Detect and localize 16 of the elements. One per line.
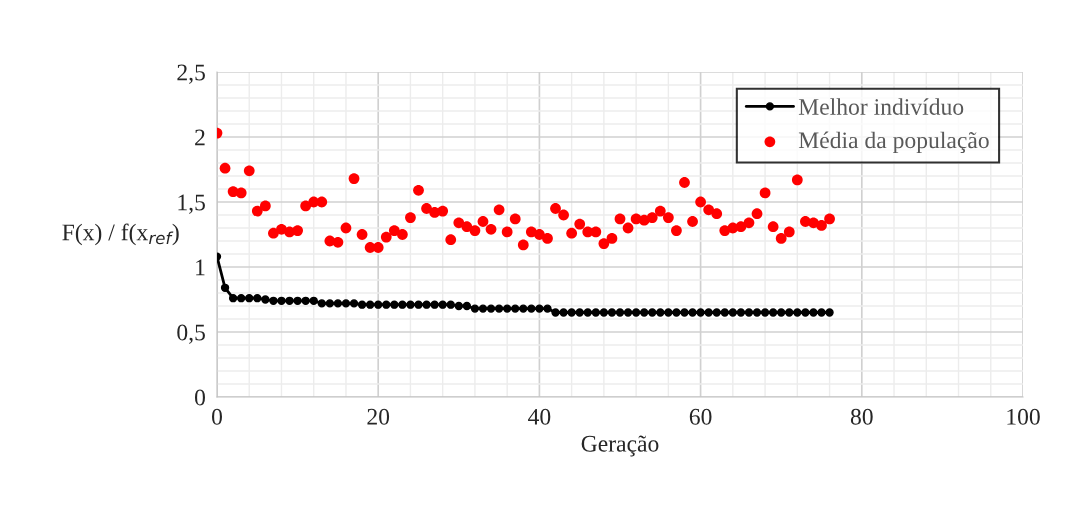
x-axis-title: Geração (581, 435, 659, 457)
x-tick-label: 80 (850, 408, 873, 425)
y-tick-label: 2 (195, 129, 205, 146)
y-axis-title: F(x) / f(x$_{ref}$) (62, 223, 179, 246)
y-tick-label: 0 (194, 389, 205, 406)
y-tick-label: 1 (196, 259, 205, 276)
y-tick-label: 1,5 (178, 194, 205, 214)
x-tick-label: 20 (367, 408, 390, 425)
x-tick-label: 60 (689, 408, 712, 425)
x-tick-label: 100 (1007, 408, 1040, 425)
legend-label: Média da população (798, 131, 989, 154)
y-tick-label: 0,5 (177, 324, 205, 344)
x-tick-label: 0 (212, 408, 222, 425)
x-tick-label: 40 (528, 408, 551, 425)
legend-label: Melhor indivíduo (798, 98, 964, 115)
y-tick-label: 2,5 (177, 64, 205, 84)
